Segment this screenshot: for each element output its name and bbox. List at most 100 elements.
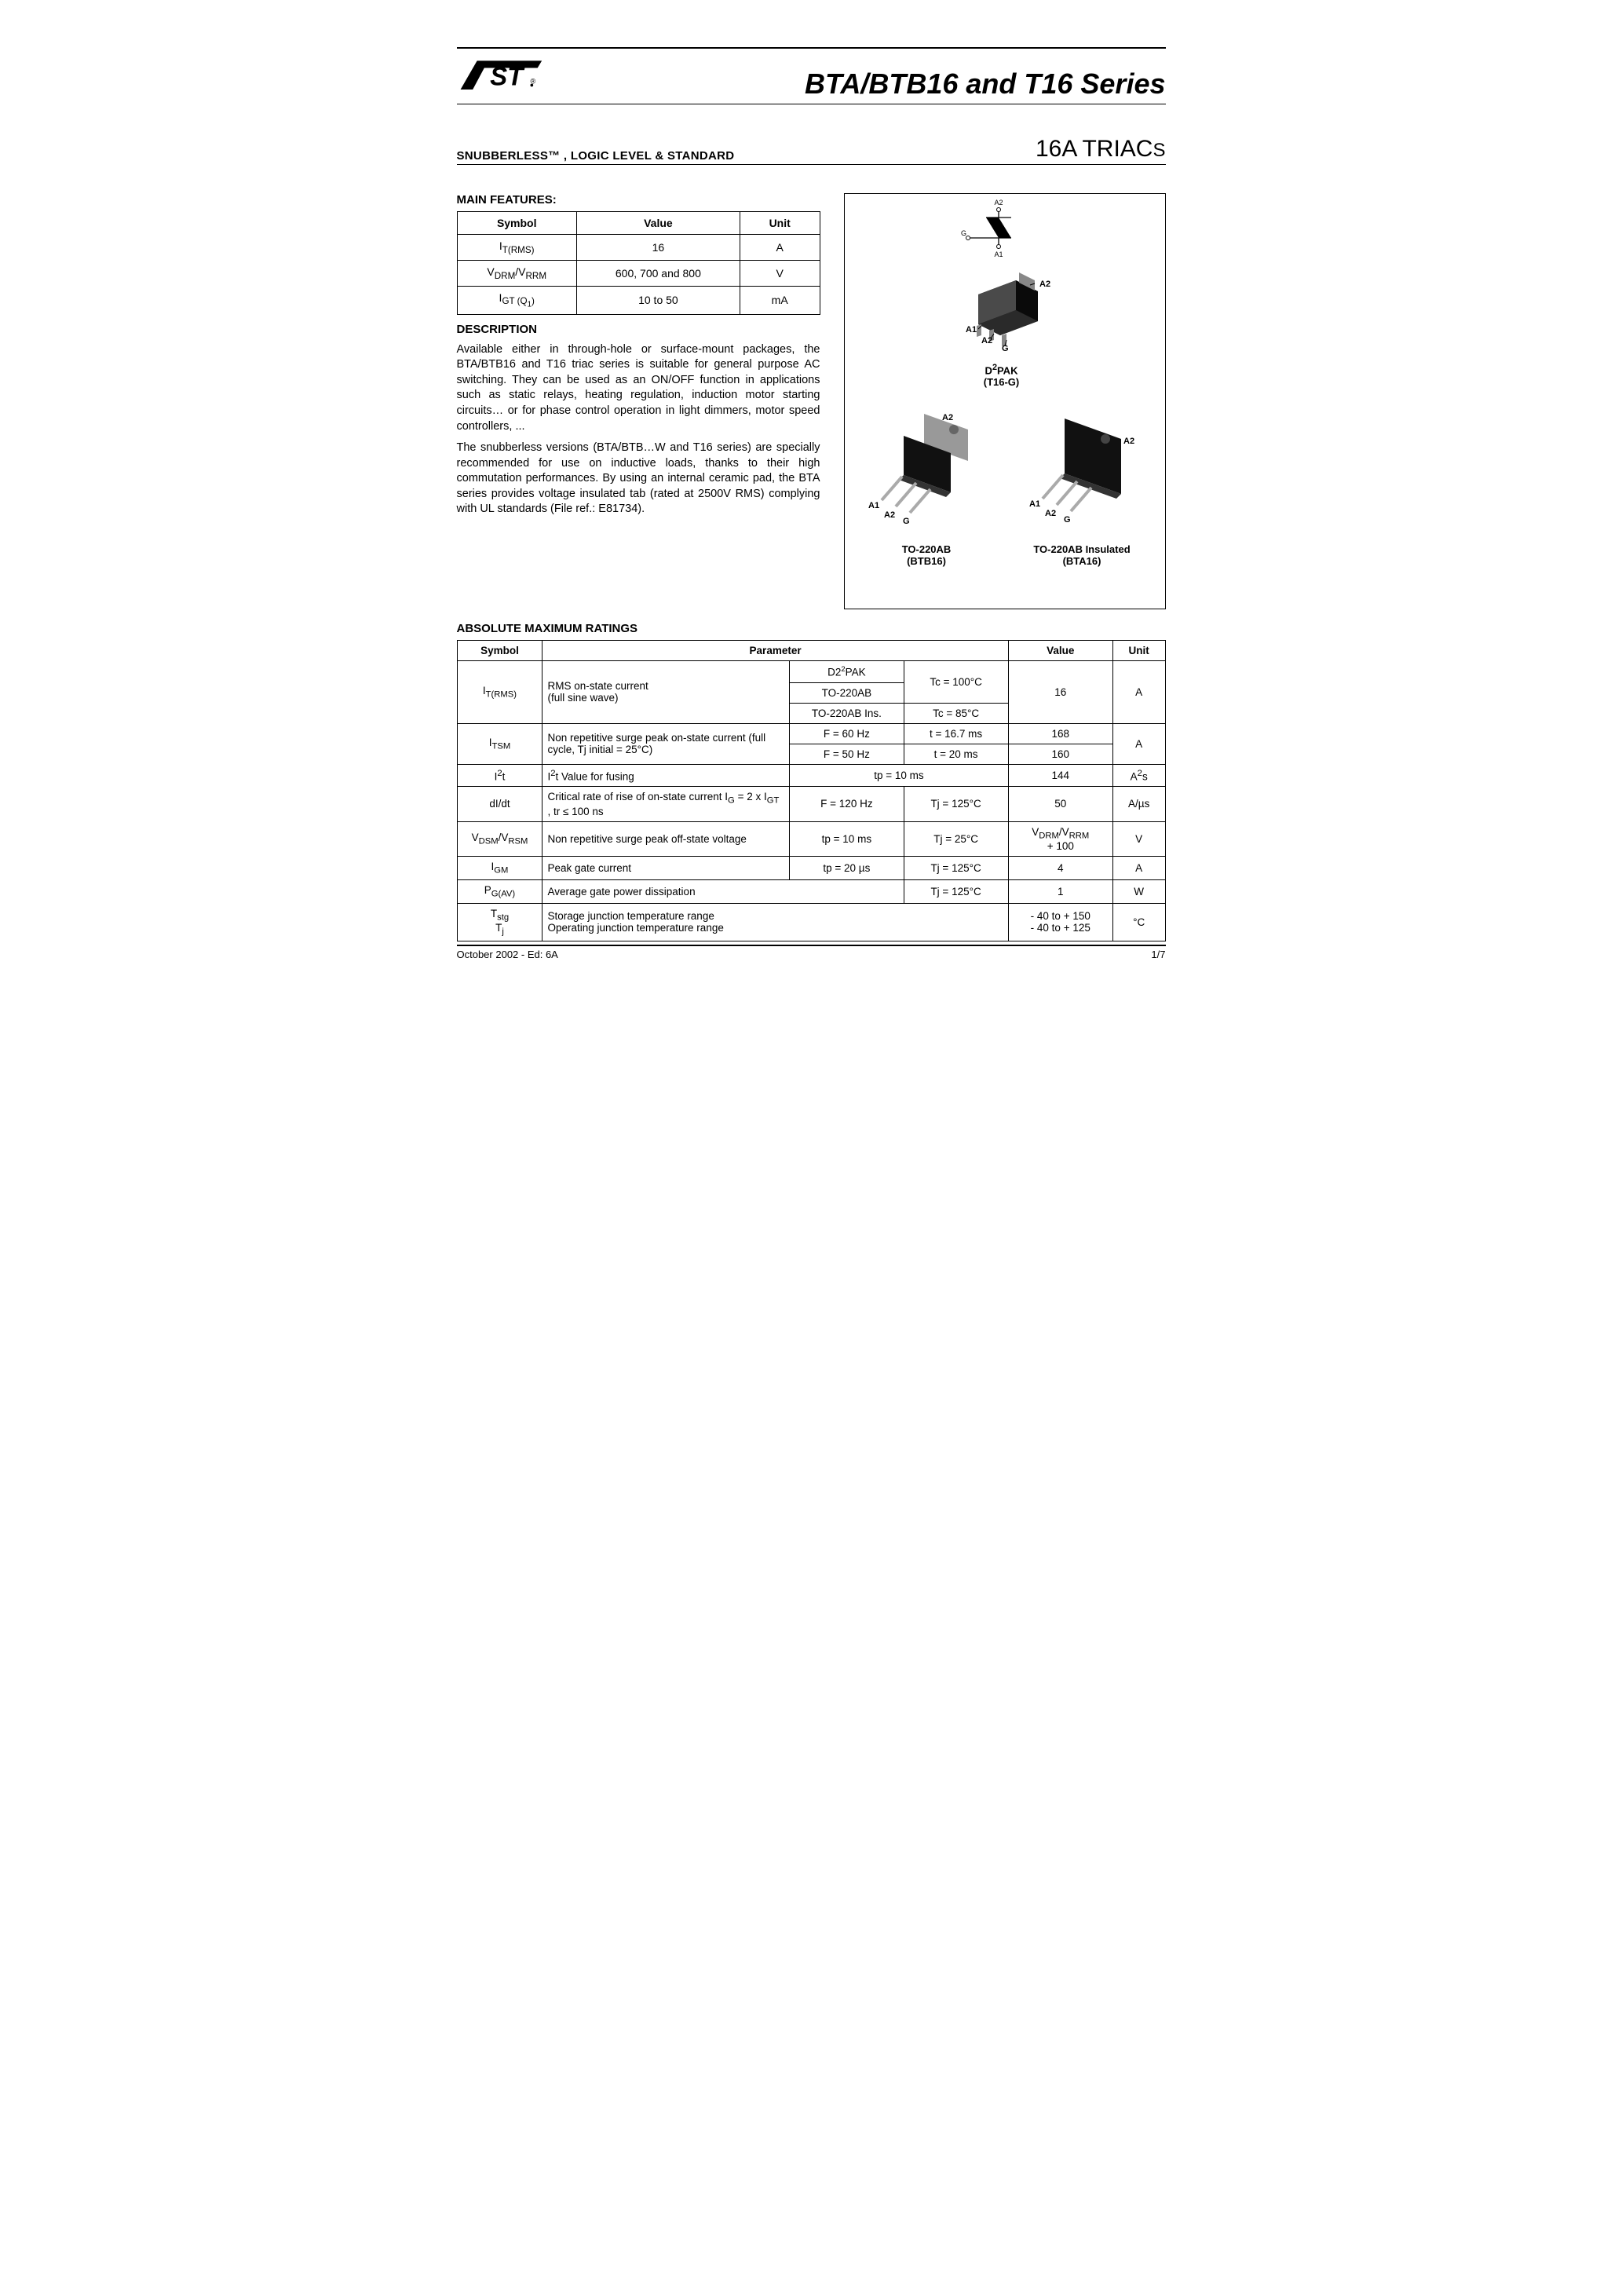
pin-label: A2 <box>1045 509 1056 518</box>
cell-cond: F = 50 Hz <box>790 744 904 764</box>
abs-max-table: Symbol Parameter Value Unit IT(RMS) RMS … <box>457 640 1166 941</box>
table-row: VDRM/VRRM 600, 700 and 800 V <box>457 260 820 286</box>
cell-symbol: TstgTj <box>457 903 542 941</box>
pin-label: A1 <box>966 325 977 335</box>
col-symbol: Symbol <box>457 641 542 661</box>
cell-param: Critical rate of rise of on-state curren… <box>542 787 790 822</box>
page-title: BTA/BTB16 and T16 Series <box>543 68 1166 102</box>
cell-symbol: IT(RMS) <box>457 661 542 724</box>
cell-symbol: IGT (Q1) <box>457 286 576 314</box>
main-features-heading: MAIN FEATURES: <box>457 193 820 207</box>
cell-cond: t = 16.7 ms <box>904 723 1008 744</box>
cell-value: 16 <box>1008 661 1112 724</box>
cell-param: Non repetitive surge peak on-state curre… <box>542 723 790 764</box>
cell-param: I2t Value for fusing <box>542 764 790 787</box>
product-rating: 16A TRIACS <box>1036 136 1166 163</box>
cell-cond: t = 20 ms <box>904 744 1008 764</box>
abs-max-heading: ABSOLUTE MAXIMUM RATINGS <box>457 622 1166 635</box>
pin-label: A2 <box>981 336 992 345</box>
description-p2: The snubberless versions (BTA/BTB…W and … <box>457 441 820 517</box>
cell-symbol: I2t <box>457 764 542 787</box>
cell-symbol: IT(RMS) <box>457 235 576 261</box>
cell-value: 160 <box>1008 744 1112 764</box>
cell-cond: Tc = 100°C <box>904 661 1008 704</box>
table-row: VDSM/VRSM Non repetitive surge peak off-… <box>457 821 1165 857</box>
table-row: IGT (Q1) 10 to 50 mA <box>457 286 820 314</box>
description-p1: Available either in through-hole or surf… <box>457 342 820 434</box>
cell-param: Peak gate current <box>542 857 790 880</box>
to220-package: A1 A2 G A2 TO-220AB (BTB16) <box>854 406 999 567</box>
table-row: PG(AV) Average gate power dissipation Tj… <box>457 880 1165 904</box>
cell-value: - 40 to + 150- 40 to + 125 <box>1008 903 1112 941</box>
cell-unit: °C <box>1112 903 1165 941</box>
main-features-table: Symbol Value Unit IT(RMS) 16 A VDRM/VRRM… <box>457 211 820 315</box>
subtitle-rule <box>457 164 1166 165</box>
cell-unit: A2s <box>1112 764 1165 787</box>
left-column: MAIN FEATURES: Symbol Value Unit IT(RMS)… <box>457 193 820 609</box>
description-heading: DESCRIPTION <box>457 323 820 336</box>
st-logo: ST ® <box>457 55 543 102</box>
cell-cond: Tj = 125°C <box>904 880 1008 904</box>
pin-label: G <box>903 517 910 526</box>
datasheet-page: ST ® BTA/BTB16 and T16 Series SNUBBERLES… <box>406 0 1217 992</box>
cell-value: 144 <box>1008 764 1112 787</box>
cell-cond: F = 120 Hz <box>790 787 904 822</box>
cell-cond: TO-220AB Ins. <box>790 703 904 723</box>
product-class: SNUBBERLESS™ , LOGIC LEVEL & STANDARD <box>457 149 735 163</box>
cell-value: 10 to 50 <box>576 286 740 314</box>
cell-value: 600, 700 and 800 <box>576 260 740 286</box>
cell-symbol: VDRM/VRRM <box>457 260 576 286</box>
cell-symbol: VDSM/VRSM <box>457 821 542 857</box>
cell-unit: V <box>740 260 820 286</box>
cell-unit: A <box>1112 723 1165 764</box>
pin-label: A1 <box>868 501 879 510</box>
pin-label: A1 <box>994 250 1003 258</box>
content-row: MAIN FEATURES: Symbol Value Unit IT(RMS)… <box>457 193 1166 609</box>
table-row: TstgTj Storage junction temperature rang… <box>457 903 1165 941</box>
cell-cond: TO-220AB <box>790 682 904 703</box>
pin-label: A2 <box>942 413 953 422</box>
svg-text:ST: ST <box>490 62 525 91</box>
cell-symbol: PG(AV) <box>457 880 542 904</box>
package-label: TO-220AB (BTB16) <box>854 543 999 567</box>
col-symbol: Symbol <box>457 212 576 235</box>
cell-param: Average gate power dissipation <box>542 880 904 904</box>
cell-value: 168 <box>1008 723 1112 744</box>
cell-symbol: ITSM <box>457 723 542 764</box>
table-row: dI/dt Critical rate of rise of on-state … <box>457 787 1165 822</box>
d2pak-package: A1 A2 G A2 D2PAK (T16-G) <box>947 272 1057 388</box>
col-unit: Unit <box>1112 641 1165 661</box>
pin-label: G <box>1064 515 1071 525</box>
top-rule <box>457 47 1166 49</box>
col-value: Value <box>576 212 740 235</box>
table-row: I2t I2t Value for fusing tp = 10 ms 144 … <box>457 764 1165 787</box>
table-row: IGM Peak gate current tp = 20 µs Tj = 12… <box>457 857 1165 880</box>
package-diagram-box: A2 A1 G <box>844 193 1166 609</box>
footer-page: 1/7 <box>1151 949 1165 960</box>
svg-text:®: ® <box>530 78 535 86</box>
cell-unit: mA <box>740 286 820 314</box>
col-unit: Unit <box>740 212 820 235</box>
table-row: IT(RMS) 16 A <box>457 235 820 261</box>
cell-value: 50 <box>1008 787 1112 822</box>
cell-symbol: dI/dt <box>457 787 542 822</box>
package-label: TO-220AB Insulated (BTA16) <box>1006 543 1159 567</box>
cell-param: Storage junction temperature rangeOperat… <box>542 903 1008 941</box>
package-label: D2PAK (T16-G) <box>947 363 1057 388</box>
cell-unit: A <box>1112 661 1165 724</box>
table-row: ITSM Non repetitive surge peak on-state … <box>457 723 1165 744</box>
cell-cond: Tj = 25°C <box>904 821 1008 857</box>
cell-param: Non repetitive surge peak off-state volt… <box>542 821 790 857</box>
pin-label: A2 <box>884 510 895 520</box>
pin-label: A2 <box>994 199 1003 207</box>
cell-cond: tp = 10 ms <box>790 821 904 857</box>
cell-cond: tp = 20 µs <box>790 857 904 880</box>
cell-cond: F = 60 Hz <box>790 723 904 744</box>
cell-unit: A <box>740 235 820 261</box>
triac-schematic: A2 A1 G <box>955 199 1041 269</box>
cell-cond: Tj = 125°C <box>904 787 1008 822</box>
col-parameter: Parameter <box>542 641 1008 661</box>
to220ins-package: A1 A2 G A2 TO-220AB Insulated (BTA16) <box>1006 406 1159 567</box>
pin-label: G <box>961 229 966 237</box>
cell-cond: tp = 10 ms <box>790 764 1008 787</box>
